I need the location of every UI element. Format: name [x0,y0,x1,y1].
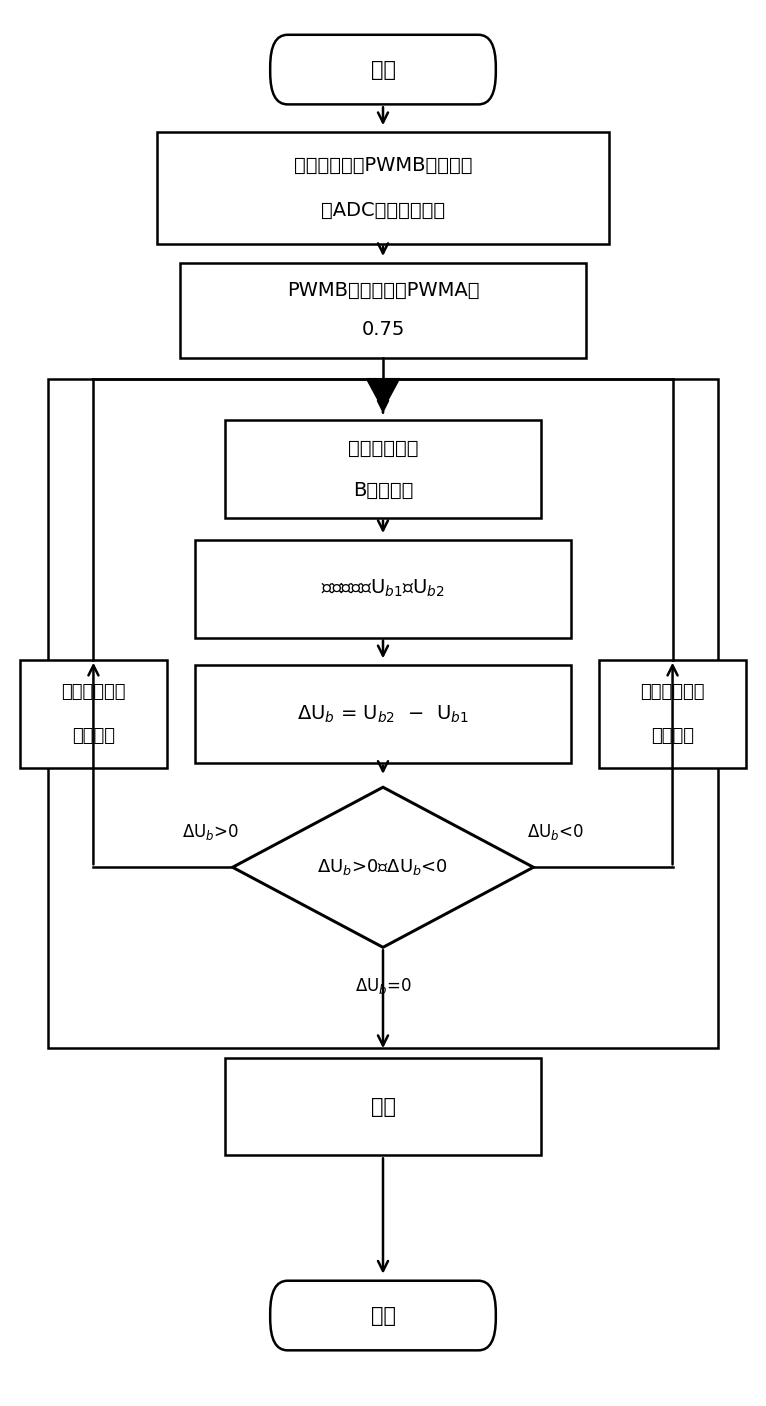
Text: ΔU$_b$>0: ΔU$_b$>0 [182,823,238,842]
Text: ΔU$_b$ = U$_{b2}$  $-$  U$_{b1}$: ΔU$_b$ = U$_{b2}$ $-$ U$_{b1}$ [297,703,469,724]
Text: 滤波后得到U$_{b1}$、U$_{b2}$: 滤波后得到U$_{b1}$、U$_{b2}$ [321,578,445,599]
Text: 换相: 换相 [371,1097,395,1116]
Text: 初始化；设置PWMB比较事件: 初始化；设置PWMB比较事件 [293,156,473,176]
Bar [195,665,571,763]
Polygon shape [366,378,383,409]
Text: 小占空比: 小占空比 [651,727,694,745]
Bar [195,540,571,637]
FancyBboxPatch shape [270,1281,496,1350]
FancyBboxPatch shape [270,35,496,104]
Text: 开始: 开始 [371,59,395,80]
Text: B相端电压: B相端电压 [353,481,413,499]
Text: 采样两个区间: 采样两个区间 [348,439,418,458]
Bar [225,1057,541,1156]
Bar [20,659,167,769]
Text: 0.75: 0.75 [362,321,404,339]
Text: 加占空比: 加占空比 [72,727,115,745]
Text: 结束: 结束 [371,1306,395,1326]
Bar [599,659,746,769]
Bar [225,420,541,517]
Text: ΔU$_b$<0: ΔU$_b$<0 [528,823,584,842]
Text: ΔU$_b$>0或ΔU$_b$<0: ΔU$_b$>0或ΔU$_b$<0 [317,858,449,877]
Text: PWMB的占空比位PWMA的: PWMB的占空比位PWMA的 [286,281,480,301]
Text: 超前换相，增: 超前换相，增 [61,683,126,700]
Bar [180,263,586,357]
Polygon shape [383,378,400,409]
Text: ΔU$_b$=0: ΔU$_b$=0 [355,976,411,995]
Bar [48,378,718,1049]
Bar [157,132,609,243]
Polygon shape [233,787,533,948]
Text: 为ADC中断的触发源: 为ADC中断的触发源 [321,201,445,219]
Text: 滞后换相，减: 滞后换相，减 [640,683,705,700]
